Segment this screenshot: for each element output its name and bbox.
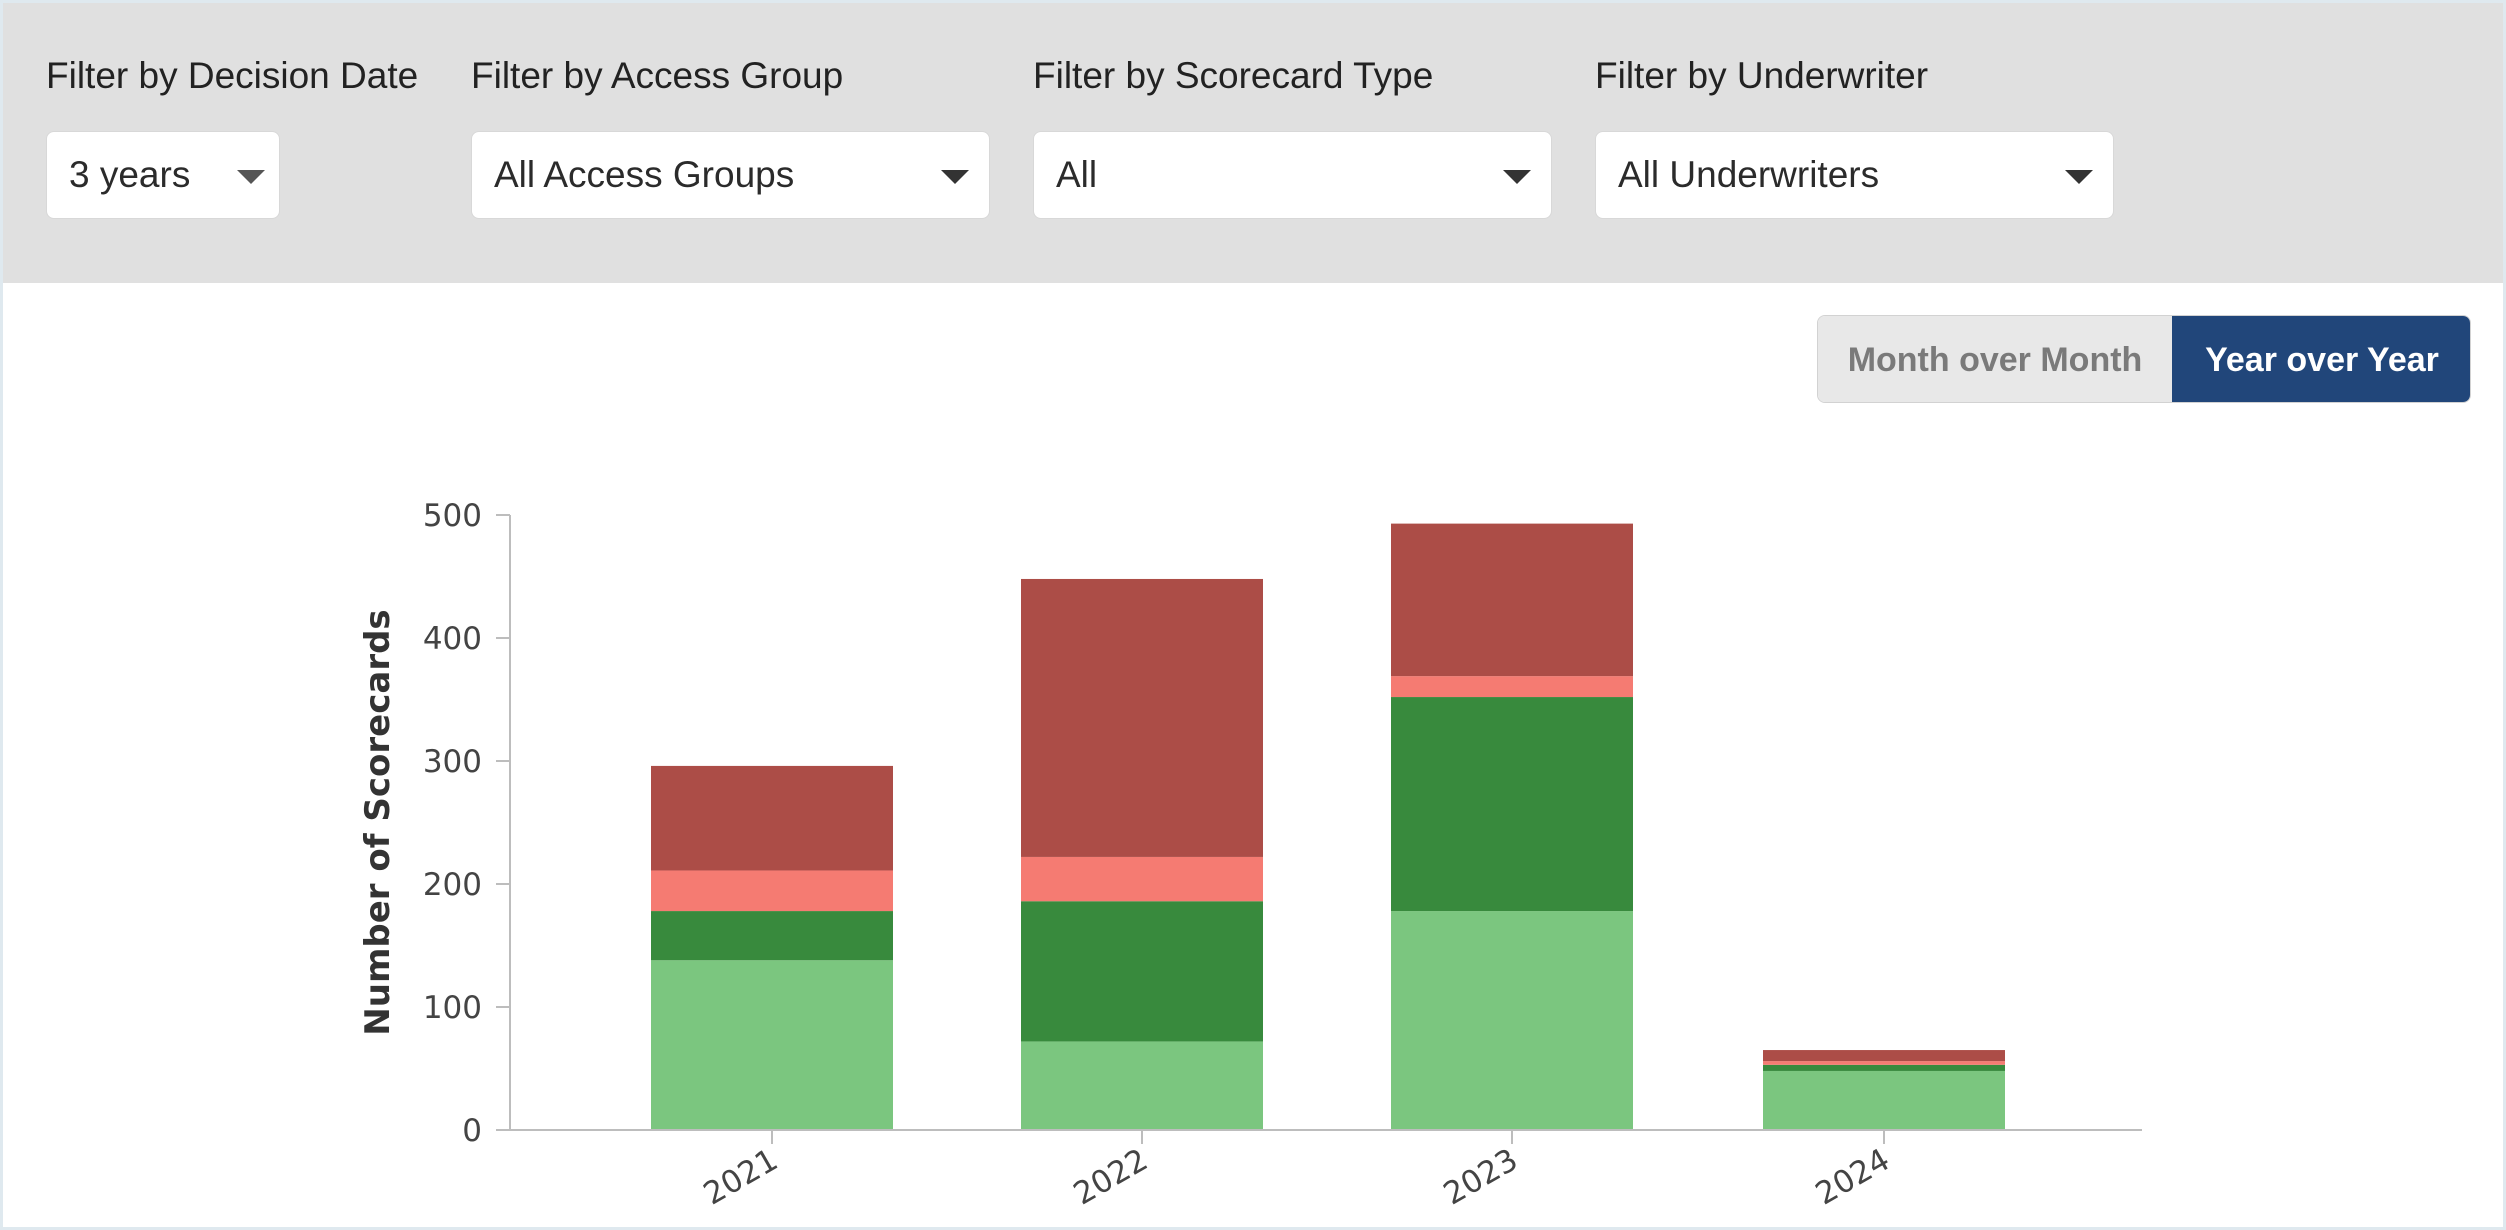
bar-2021-segment-1[interactable] [651, 960, 893, 1130]
chevron-down-icon [2065, 170, 2093, 184]
y-tick-label: 300 [423, 744, 482, 780]
bar-2023-segment-2[interactable] [1391, 697, 1633, 912]
month-over-month-button[interactable]: Month over Month [1818, 316, 2172, 402]
chevron-down-icon [1503, 170, 1531, 184]
decision-date-filter-label: Filter by Decision Date [46, 55, 419, 96]
decision-date-value: 3 years [69, 154, 191, 195]
scorecard-type-value: All [1056, 154, 1098, 195]
axes-layer: 0 100 200 300 400 500 2021 2022 2023 2024 Number o… [358, 498, 2142, 1212]
year-over-year-button[interactable]: Year over Year [2172, 316, 2470, 402]
y-tick-label: 500 [423, 498, 482, 534]
underwriter-filter-label: Filter by Underwriter [1595, 55, 1929, 96]
scorecard-type-select[interactable]: All [1033, 131, 1552, 219]
decision-date-select[interactable]: 3 years [46, 131, 280, 219]
y-tick-label: 400 [423, 621, 482, 657]
bar-2024-segment-1[interactable] [1763, 1070, 2005, 1130]
x-tick-label: 2021 [698, 1142, 784, 1213]
y-tick-label: 0 [462, 1113, 482, 1149]
y-tick-label: 200 [423, 867, 482, 903]
x-tick-label: 2022 [1068, 1142, 1154, 1213]
underwriter-value: All Underwriters [1618, 154, 1880, 195]
access-group-filter-label: Filter by Access Group [471, 55, 844, 96]
y-axis-title: Number of Scorecards [358, 609, 398, 1035]
chevron-down-icon [237, 170, 265, 184]
access-group-value: All Access Groups [494, 154, 795, 195]
underwriter-select[interactable]: All Underwriters [1595, 131, 2114, 219]
x-tick-label: 2024 [1810, 1142, 1896, 1213]
access-group-select[interactable]: All Access Groups [471, 131, 990, 219]
bars-layer [651, 523, 2005, 1130]
bar-2024-segment-2[interactable] [1763, 1064, 2005, 1071]
chevron-down-icon [941, 170, 969, 184]
x-tick-label: 2023 [1438, 1142, 1524, 1213]
bar-2024-segment-4[interactable] [1763, 1050, 2005, 1062]
bar-2021-segment-4[interactable] [651, 765, 893, 871]
bar-2021-segment-3[interactable] [651, 870, 893, 912]
bar-2022-segment-3[interactable] [1021, 856, 1263, 902]
bar-2023-segment-3[interactable] [1391, 676, 1633, 698]
bar-2022-segment-1[interactable] [1021, 1041, 1263, 1130]
bar-2022-segment-4[interactable] [1021, 578, 1263, 857]
bar-2023-segment-1[interactable] [1391, 911, 1633, 1130]
bar-2024-segment-3[interactable] [1763, 1061, 2005, 1065]
scorecard-type-filter-label: Filter by Scorecard Type [1033, 55, 1434, 96]
bar-2022-segment-2[interactable] [1021, 901, 1263, 1042]
filter-bar: Filter by Decision Date 3 years Filter b… [3, 3, 2503, 283]
bar-2021-segment-2[interactable] [651, 911, 893, 961]
y-tick-label: 100 [423, 990, 482, 1026]
bar-2023-segment-4[interactable] [1391, 523, 1633, 677]
view-toggle: Month over Month Year over Year [1817, 315, 2471, 403]
